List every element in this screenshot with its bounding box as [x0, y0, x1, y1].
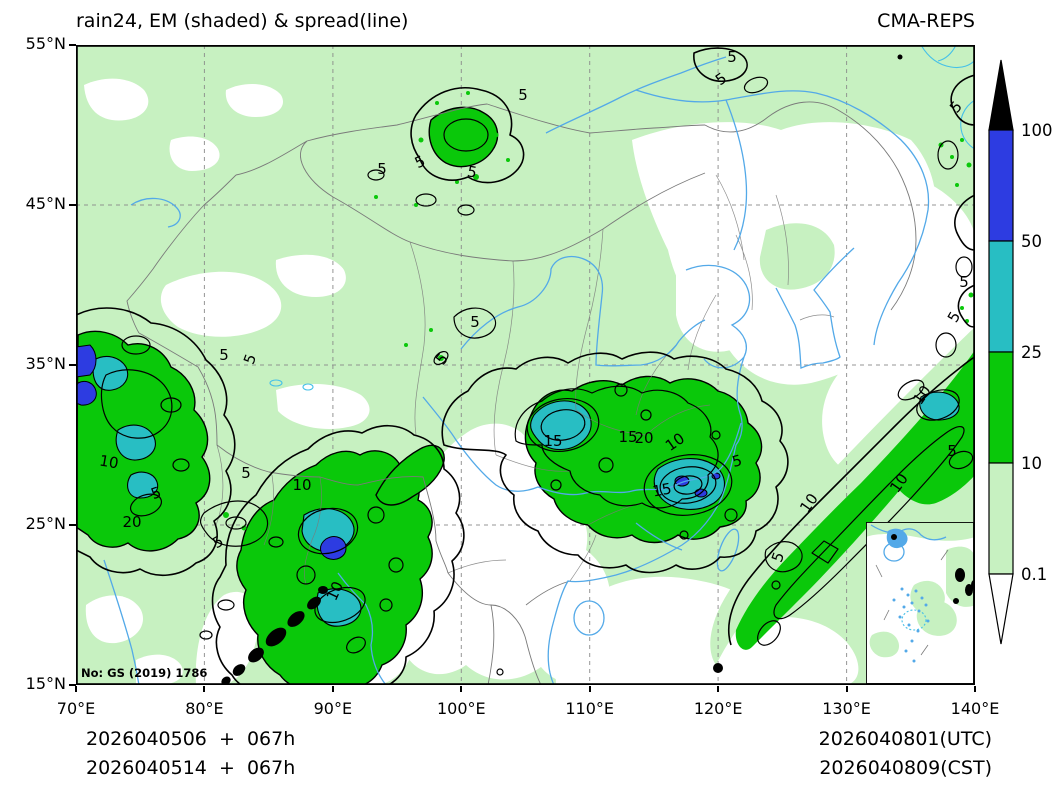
- y-tick-label: 35°N: [25, 354, 66, 373]
- x-tick-label: 140°E: [950, 699, 1000, 718]
- x-tick-mark: [75, 686, 77, 692]
- x-tick-label: 110°E: [565, 699, 615, 718]
- contour-label: 5: [947, 442, 957, 460]
- contour-label: 5: [470, 313, 480, 331]
- init-time-cst: 2026040514 + 067h: [86, 757, 296, 779]
- contour-label: 5: [959, 273, 969, 291]
- x-tick-label: 120°E: [693, 699, 743, 718]
- y-tick-mark: [69, 524, 76, 526]
- contour-lines-layer: [76, 47, 975, 685]
- x-tick-mark: [717, 686, 720, 692]
- inset-black-blobs: [953, 568, 975, 604]
- model-name-label: CMA-REPS: [877, 10, 975, 32]
- contour-label: 5: [730, 451, 744, 471]
- contour-label: 5: [518, 86, 528, 104]
- colorbar-seg-50-100: [988, 129, 1014, 242]
- inset-dashes: [875, 549, 949, 656]
- y-tick-label: 15°N: [25, 674, 66, 693]
- colorbar-tick-label: 10: [1021, 454, 1042, 473]
- y-tick-mark: [69, 204, 76, 206]
- colorbar-seg-25-50: [988, 240, 1014, 353]
- borders-layer: [126, 101, 917, 685]
- x-tick-mark: [845, 686, 848, 692]
- contour-label: 20: [634, 429, 653, 447]
- y-tick-mark: [69, 684, 76, 686]
- map-frame: [76, 45, 975, 685]
- y-tick-label: 25°N: [25, 514, 66, 533]
- colorbar-tick-label: 100: [1021, 121, 1053, 140]
- rivers-coastlines-layer: [103, 45, 975, 685]
- y-tick-label: 45°N: [25, 194, 66, 213]
- shading-base-layer: [76, 45, 975, 685]
- colorbar-tick-labels: 100 50 25 10 0.1: [1021, 121, 1053, 584]
- valid-time-cst: 2026040809(CST): [819, 757, 992, 779]
- x-tick-label: 80°E: [185, 699, 224, 718]
- contour-label: 5: [466, 162, 479, 181]
- y-tick-mark: [69, 44, 76, 46]
- contour-label: 5: [241, 464, 251, 482]
- contour-label: 15: [651, 479, 673, 500]
- init-time-utc: 2026040506 + 067h: [86, 728, 296, 750]
- inset-island-speckles: [892, 587, 930, 663]
- page-title: rain24, EM (shaded) & spread(line): [76, 10, 409, 32]
- valid-time-utc: 2026040801(UTC): [818, 728, 992, 750]
- contour-label: 20: [122, 513, 141, 531]
- y-tick-mark: [69, 364, 76, 366]
- contour-label: 10: [292, 476, 311, 494]
- contour-label: 5: [727, 48, 737, 66]
- colorbar-seg-10-25: [988, 351, 1014, 464]
- colorbar-over-arrow: [988, 59, 1014, 131]
- colorbar-tick-label: 25: [1021, 343, 1042, 362]
- x-tick-mark: [460, 686, 463, 692]
- colorbar-tick-label: 50: [1021, 232, 1042, 251]
- y-tick-label: 55°N: [25, 34, 66, 53]
- x-tick-label: 70°E: [56, 699, 96, 718]
- contour-label: 15: [618, 428, 637, 446]
- x-tick-label: 130°E: [822, 699, 871, 718]
- contour-label: 5: [377, 160, 387, 178]
- contour-label: 10: [98, 451, 120, 472]
- colorbar-seg-01-10: [988, 462, 1014, 575]
- colorbar: 100 50 25 10 0.1: [988, 59, 1053, 645]
- contour-label: 5: [219, 346, 229, 364]
- south-china-sea-inset: [866, 522, 975, 685]
- x-tick-mark: [203, 686, 206, 692]
- x-tick-mark: [331, 686, 334, 692]
- map-panel: 5 5 5 5 5 5 5 5 5 5 5 5 5 10 20 5 5 5 10 10 15 15 20 10 5 15 10 10 5…: [76, 45, 975, 685]
- colorbar-tick-label: 0.1: [1021, 565, 1047, 584]
- x-tick-label: 90°E: [313, 699, 353, 718]
- map-license-note: No: GS (2019) 1786: [81, 666, 208, 680]
- x-tick-label: 100°E: [436, 699, 486, 718]
- x-tick-mark: [588, 686, 591, 692]
- contour-label: 15: [543, 432, 562, 450]
- colorbar-under-arrow: [988, 573, 1014, 645]
- x-tick-mark: [974, 686, 976, 692]
